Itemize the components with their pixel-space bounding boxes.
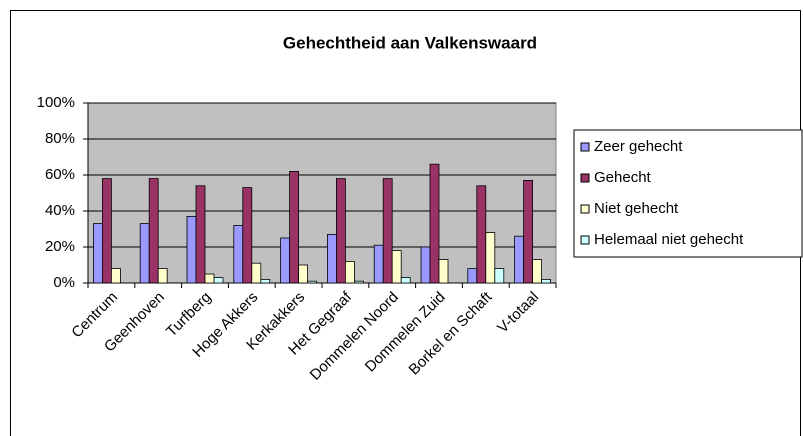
y-tick-label: 0% bbox=[53, 274, 75, 291]
legend-swatch bbox=[580, 204, 590, 214]
bar bbox=[523, 179, 533, 284]
bar bbox=[335, 178, 346, 284]
bar bbox=[242, 187, 253, 284]
bar bbox=[541, 278, 551, 284]
bar bbox=[213, 277, 224, 284]
bar bbox=[494, 268, 505, 284]
bar bbox=[111, 268, 121, 284]
y-tick-label: 60% bbox=[45, 166, 75, 183]
bar bbox=[485, 232, 496, 284]
bar bbox=[233, 224, 244, 284]
bar bbox=[344, 260, 355, 284]
bar bbox=[251, 262, 262, 284]
bar bbox=[353, 280, 364, 284]
bar bbox=[382, 178, 393, 284]
legend-swatch bbox=[580, 173, 590, 183]
bar bbox=[289, 170, 300, 284]
y-tick-label: 40% bbox=[45, 202, 75, 219]
legend-label: Gehecht bbox=[594, 169, 652, 186]
bar bbox=[532, 259, 542, 284]
y-tick-label: 80% bbox=[45, 130, 75, 147]
bar bbox=[400, 277, 411, 284]
bar bbox=[467, 268, 478, 284]
bar bbox=[326, 233, 337, 284]
legend-swatch bbox=[580, 235, 590, 245]
bar bbox=[373, 244, 384, 284]
legend-label: Helemaal niet gehecht bbox=[594, 231, 744, 248]
bar bbox=[195, 185, 206, 284]
bar bbox=[148, 178, 159, 284]
bar bbox=[514, 235, 524, 284]
bar bbox=[280, 237, 291, 284]
bar bbox=[139, 223, 150, 284]
bar bbox=[157, 268, 168, 284]
chart-title: Gehechtheid aan Valkenswaard bbox=[283, 33, 537, 52]
bar bbox=[186, 215, 197, 284]
bar bbox=[298, 264, 309, 284]
bar bbox=[93, 223, 103, 284]
y-tick-label: 20% bbox=[45, 238, 75, 255]
bar bbox=[102, 178, 112, 284]
bar bbox=[420, 246, 431, 284]
bar bbox=[429, 163, 440, 284]
legend-label: Niet gehecht bbox=[594, 200, 679, 217]
bar bbox=[438, 259, 449, 284]
bar bbox=[391, 250, 402, 284]
legend-box bbox=[573, 129, 803, 258]
y-tick-label: 100% bbox=[37, 94, 75, 111]
bar bbox=[260, 278, 271, 284]
bar bbox=[204, 273, 215, 284]
legend-swatch bbox=[580, 142, 590, 152]
bar bbox=[307, 280, 318, 284]
legend-label: Zeer gehecht bbox=[594, 138, 683, 155]
bar bbox=[476, 185, 487, 284]
